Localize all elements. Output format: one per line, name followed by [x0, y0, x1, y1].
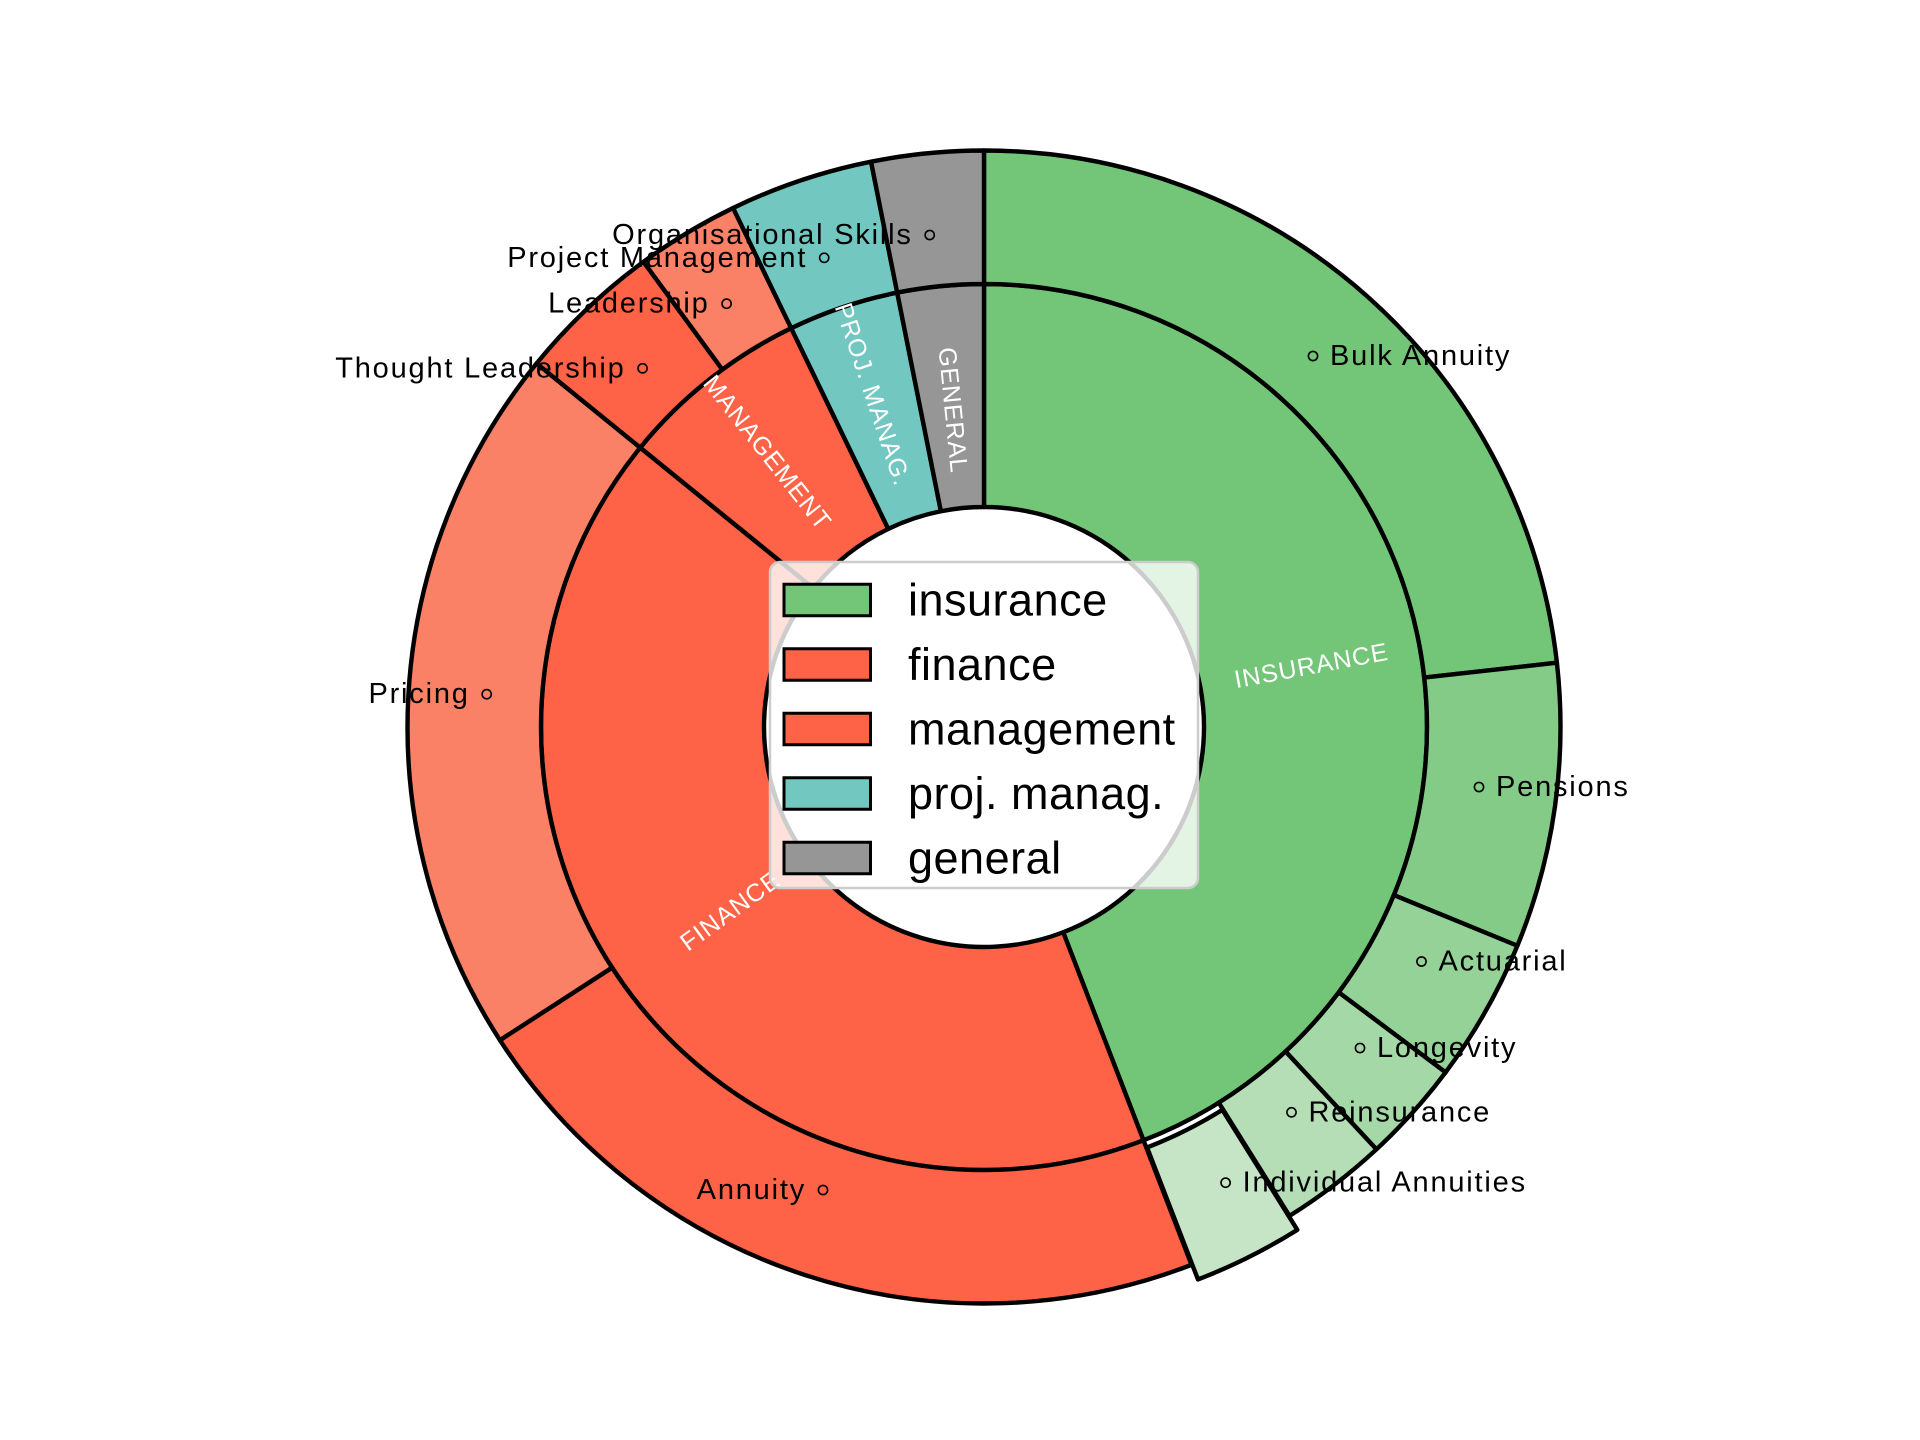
- svg-text:Longevity: Longevity: [1377, 1032, 1517, 1064]
- svg-text:Leadership: Leadership: [548, 288, 710, 320]
- svg-text:insurance: insurance: [908, 575, 1108, 626]
- svg-text:Project Management: Project Management: [507, 242, 807, 274]
- svg-text:Bulk Annuity: Bulk Annuity: [1330, 340, 1511, 372]
- svg-text:Pensions: Pensions: [1496, 771, 1630, 803]
- svg-text:Annuity: Annuity: [697, 1174, 806, 1206]
- svg-text:Reinsurance: Reinsurance: [1309, 1096, 1492, 1128]
- svg-text:management: management: [908, 704, 1176, 755]
- svg-text:proj. manag.: proj. manag.: [908, 768, 1164, 819]
- svg-text:finance: finance: [908, 639, 1057, 690]
- svg-text:Thought Leadership: Thought Leadership: [335, 352, 625, 384]
- svg-text:Organisational Skills: Organisational Skills: [612, 219, 913, 251]
- svg-text:Actuarial: Actuarial: [1439, 946, 1568, 978]
- svg-text:Individual Annuities: Individual Annuities: [1243, 1167, 1527, 1199]
- svg-text:general: general: [908, 833, 1062, 884]
- svg-text:Pricing: Pricing: [368, 678, 469, 710]
